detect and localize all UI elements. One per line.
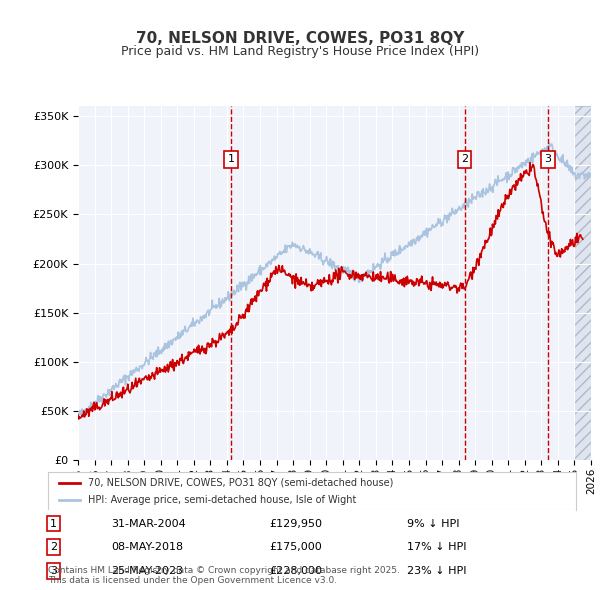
Text: 9% ↓ HPI: 9% ↓ HPI bbox=[407, 519, 460, 529]
Text: 70, NELSON DRIVE, COWES, PO31 8QY (semi-detached house): 70, NELSON DRIVE, COWES, PO31 8QY (semi-… bbox=[88, 478, 393, 488]
Text: 25-MAY-2023: 25-MAY-2023 bbox=[112, 566, 184, 576]
Text: 2: 2 bbox=[50, 542, 57, 552]
Text: Contains HM Land Registry data © Crown copyright and database right 2025.
This d: Contains HM Land Registry data © Crown c… bbox=[48, 566, 400, 585]
Text: 1: 1 bbox=[227, 155, 235, 164]
Text: 3: 3 bbox=[50, 566, 57, 576]
Text: £175,000: £175,000 bbox=[270, 542, 323, 552]
Text: 08-MAY-2018: 08-MAY-2018 bbox=[112, 542, 184, 552]
Text: £228,000: £228,000 bbox=[270, 566, 323, 576]
Text: 1: 1 bbox=[50, 519, 57, 529]
Text: 31-MAR-2004: 31-MAR-2004 bbox=[112, 519, 186, 529]
Text: £129,950: £129,950 bbox=[270, 519, 323, 529]
Text: HPI: Average price, semi-detached house, Isle of Wight: HPI: Average price, semi-detached house,… bbox=[88, 494, 356, 504]
Bar bbox=[574, 106, 591, 460]
Text: Price paid vs. HM Land Registry's House Price Index (HPI): Price paid vs. HM Land Registry's House … bbox=[121, 45, 479, 58]
Bar bbox=[574, 106, 591, 460]
Text: 70, NELSON DRIVE, COWES, PO31 8QY: 70, NELSON DRIVE, COWES, PO31 8QY bbox=[136, 31, 464, 46]
Text: 2: 2 bbox=[461, 155, 468, 164]
Text: 23% ↓ HPI: 23% ↓ HPI bbox=[407, 566, 467, 576]
Text: 3: 3 bbox=[544, 155, 551, 164]
Text: 17% ↓ HPI: 17% ↓ HPI bbox=[407, 542, 467, 552]
